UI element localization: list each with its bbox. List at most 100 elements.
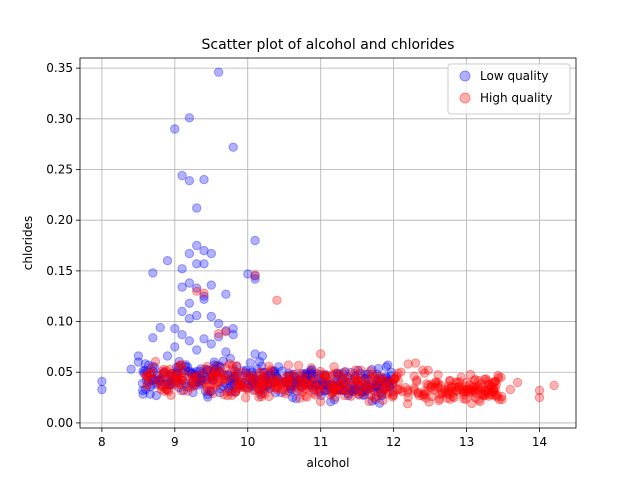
data-point: [282, 371, 292, 381]
data-point: [343, 380, 353, 391]
data-point: [260, 389, 270, 399]
data-point: [440, 384, 450, 395]
data-point: [458, 384, 469, 395]
data-point: [212, 361, 222, 371]
data-point: [380, 376, 390, 386]
data-point: [493, 370, 503, 381]
data-point: [271, 382, 282, 392]
plot-frame: [79, 57, 577, 429]
data-point: [330, 368, 340, 379]
data-point: [218, 356, 228, 366]
data-point: [377, 387, 387, 397]
data-point: [340, 384, 351, 395]
data-point: [490, 383, 500, 394]
data-point: [224, 383, 234, 393]
data-point: [431, 377, 441, 387]
data-point: [387, 379, 397, 389]
data-point: [426, 382, 436, 393]
data-point: [250, 274, 260, 284]
data-point: [427, 391, 437, 402]
data-point: [489, 385, 499, 395]
data-point: [156, 373, 167, 384]
data-point: [285, 383, 296, 394]
data-point: [287, 370, 297, 380]
data-point: [413, 388, 423, 398]
data-point: [492, 390, 502, 400]
data-point: [172, 372, 182, 382]
data-point: [389, 374, 400, 384]
data-point: [218, 381, 228, 392]
data-point: [490, 376, 500, 387]
data-point: [257, 381, 267, 392]
data-point: [334, 382, 344, 392]
data-point: [220, 362, 231, 373]
data-point: [434, 383, 444, 393]
x-tick-label: 11: [313, 435, 328, 449]
data-point: [384, 387, 395, 397]
data-point: [165, 364, 175, 375]
data-point: [133, 351, 144, 361]
data-point: [232, 368, 243, 378]
data-point: [309, 377, 319, 387]
data-point: [156, 381, 166, 391]
data-point: [145, 389, 155, 399]
data-point: [295, 375, 306, 385]
data-point: [300, 373, 311, 384]
data-point: [253, 376, 263, 386]
data-point: [476, 379, 487, 389]
data-point: [282, 372, 292, 382]
data-point: [327, 382, 337, 393]
data-point: [297, 372, 308, 382]
data-point: [227, 390, 237, 400]
data-point: [177, 330, 187, 340]
data-point: [159, 386, 169, 396]
data-point: [172, 373, 183, 384]
data-point: [362, 381, 372, 391]
data-point: [484, 390, 494, 400]
data-point: [270, 377, 280, 388]
data-point: [196, 364, 206, 374]
data-point: [383, 381, 393, 391]
data-point: [383, 360, 393, 370]
data-point: [494, 394, 504, 405]
data-point: [487, 390, 497, 400]
data-point: [300, 376, 310, 386]
data-point: [220, 378, 230, 388]
data-point: [380, 384, 391, 394]
data-point: [138, 389, 148, 399]
data-point: [165, 377, 175, 388]
data-point: [231, 361, 242, 372]
data-point: [326, 383, 337, 394]
data-point: [223, 370, 234, 380]
data-point: [156, 376, 166, 386]
data-point: [375, 389, 385, 399]
data-point: [274, 362, 284, 372]
data-point: [381, 376, 391, 387]
data-point: [390, 374, 400, 384]
x-axis-ticks: 8 9 10 11 12 13 14: [98, 428, 547, 449]
data-point: [373, 382, 383, 392]
data-point: [174, 382, 184, 393]
data-point: [410, 358, 421, 368]
data-point: [343, 383, 354, 393]
data-point: [261, 380, 271, 391]
data-point: [245, 373, 256, 383]
data-point: [209, 360, 220, 370]
data-point: [221, 326, 231, 336]
data-point: [459, 386, 470, 396]
data-point: [196, 372, 206, 382]
data-point: [484, 391, 494, 401]
data-point: [403, 359, 413, 369]
data-point: [250, 270, 260, 280]
data-point: [306, 370, 317, 380]
data-point: [192, 310, 202, 321]
data-point: [350, 371, 361, 381]
data-point: [140, 365, 150, 375]
data-point: [306, 382, 316, 392]
data-point: [489, 387, 499, 397]
data-point: [335, 384, 346, 395]
data-point: [270, 369, 280, 379]
data-point: [300, 377, 310, 387]
data-point: [442, 389, 452, 399]
data-point: [207, 371, 217, 381]
